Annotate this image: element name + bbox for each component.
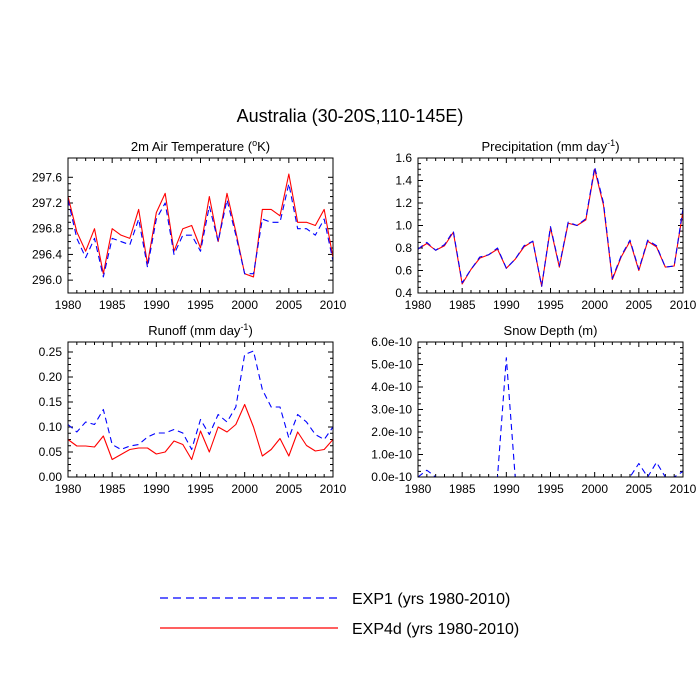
y-tick-label: 6.0e-10 (371, 335, 412, 349)
legend: EXP1 (yrs 1980-2010) EXP4d (yrs 1980-201… (160, 591, 519, 638)
x-tick-label: 1995 (187, 482, 214, 496)
x-tick-label: 2010 (670, 298, 697, 312)
series-line-exp1 (417, 166, 684, 287)
panel-snow-depth: Snow Depth (m) 1980 1985 1990 1995 2000 2005 20… (371, 323, 696, 496)
x-tick-label: 1980 (55, 298, 82, 312)
y-tick-label: 1.0 (395, 219, 412, 233)
x-tick-label: 1995 (537, 482, 564, 496)
x-tick-label: 1985 (449, 298, 476, 312)
figure-title: Australia (30-20S,110-145E) (236, 106, 464, 126)
y-tick-label: 1.6 (395, 151, 412, 165)
chart-panels: 2m Air Temperature (oK) 1980 1985 1990 1995 2… (32, 138, 697, 496)
x-tick-label: 1985 (99, 482, 126, 496)
legend-label-exp4d: EXP4d (yrs 1980-2010) (352, 621, 519, 638)
panel-title-snow-depth: Snow Depth (m) (504, 323, 598, 338)
x-tick-label: 1990 (143, 482, 170, 496)
x-tick-label: 2005 (275, 482, 302, 496)
panel-title-precipitation: Precipitation (mm day-1) (481, 138, 619, 154)
y-tick-label: 0.4 (395, 286, 412, 300)
x-tick-label: 1980 (405, 482, 432, 496)
x-tick-label: 1985 (449, 482, 476, 496)
panel-title-main: 2m Air Temperature ( (131, 139, 253, 154)
x-tick-label: 2005 (625, 298, 652, 312)
y-tick-label: 297.6 (32, 170, 62, 184)
y-tick-label: 1.0e-10 (371, 448, 412, 462)
x-tick-label: 1980 (405, 298, 432, 312)
y-tick-label: 0.0e-10 (371, 470, 412, 484)
x-tick-label: 2000 (581, 482, 608, 496)
y-tick-label: 5.0e-10 (371, 358, 412, 372)
y-tick-label: 4.0e-10 (371, 380, 412, 394)
y-tick-label: 0.25 (39, 345, 63, 359)
series-line-exp1 (67, 183, 334, 278)
y-tick-label: 0.8 (395, 241, 412, 255)
x-tick-label: 2000 (581, 298, 608, 312)
y-tick-label: 296.4 (32, 247, 62, 261)
series-line-exp4d (67, 173, 334, 278)
panel-title-tail: ) (248, 323, 252, 338)
x-tick-label: 1990 (493, 482, 520, 496)
x-tick-label: 1980 (55, 482, 82, 496)
y-tick-label: 0.20 (39, 370, 63, 384)
x-tick-label: 2010 (320, 298, 347, 312)
series-line-exp1 (67, 350, 334, 451)
panel-title-air-temperature: 2m Air Temperature (oK) (131, 138, 270, 154)
y-tick-label: 2.0e-10 (371, 425, 412, 439)
x-tick-label: 1990 (493, 298, 520, 312)
y-tick-label: 296.0 (32, 273, 62, 287)
panel-title-runoff: Runoff (mm day-1) (148, 322, 253, 338)
y-tick-label: 296.8 (32, 222, 62, 236)
legend-label-exp1: EXP1 (yrs 1980-2010) (352, 591, 510, 608)
y-tick-label: 3.0e-10 (371, 403, 412, 417)
plot-frame (417, 157, 684, 294)
panel-title-tail: K) (257, 139, 270, 154)
y-tick-label: 0.15 (39, 395, 63, 409)
x-tick-label: 2000 (231, 482, 258, 496)
series-line-exp1 (417, 357, 684, 478)
panel-title-sup: -1 (607, 138, 615, 148)
x-tick-label: 1995 (187, 298, 214, 312)
x-tick-label: 1995 (537, 298, 564, 312)
y-tick-label: 297.2 (32, 196, 62, 210)
plot-frame (67, 157, 334, 294)
x-tick-label: 2010 (320, 482, 347, 496)
panel-air-temperature: 2m Air Temperature (oK) 1980 1985 1990 1995 2… (32, 138, 347, 312)
panel-title-sup: -1 (240, 322, 248, 332)
x-tick-label: 2005 (625, 482, 652, 496)
series-line-exp4d (67, 403, 334, 461)
x-tick-label: 2010 (670, 482, 697, 496)
plot-frame (417, 341, 684, 478)
y-tick-label: 0.05 (39, 445, 63, 459)
y-tick-label: 0.6 (395, 264, 412, 278)
panel-title-main: Snow Depth (m) (504, 323, 598, 338)
y-tick-label: 0.00 (39, 470, 63, 484)
x-tick-label: 2005 (275, 298, 302, 312)
plot-frame (67, 341, 334, 478)
y-tick-label: 1.2 (395, 196, 412, 210)
x-tick-label: 1985 (99, 298, 126, 312)
panel-precipitation: Precipitation (mm day-1) 1980 1985 1990 1995… (395, 138, 696, 312)
x-tick-label: 2000 (231, 298, 258, 312)
y-tick-label: 1.4 (395, 174, 412, 188)
x-tick-label: 1990 (143, 298, 170, 312)
panel-title-main: Precipitation (mm day (481, 139, 607, 154)
panel-title-sup: o (252, 138, 257, 148)
panel-title-main: Runoff (mm day (148, 323, 241, 338)
panel-runoff: Runoff (mm day-1) 1980 1985 1990 1995 2000 200… (39, 322, 347, 496)
y-tick-label: 0.10 (39, 420, 63, 434)
panel-title-tail: ) (615, 139, 619, 154)
